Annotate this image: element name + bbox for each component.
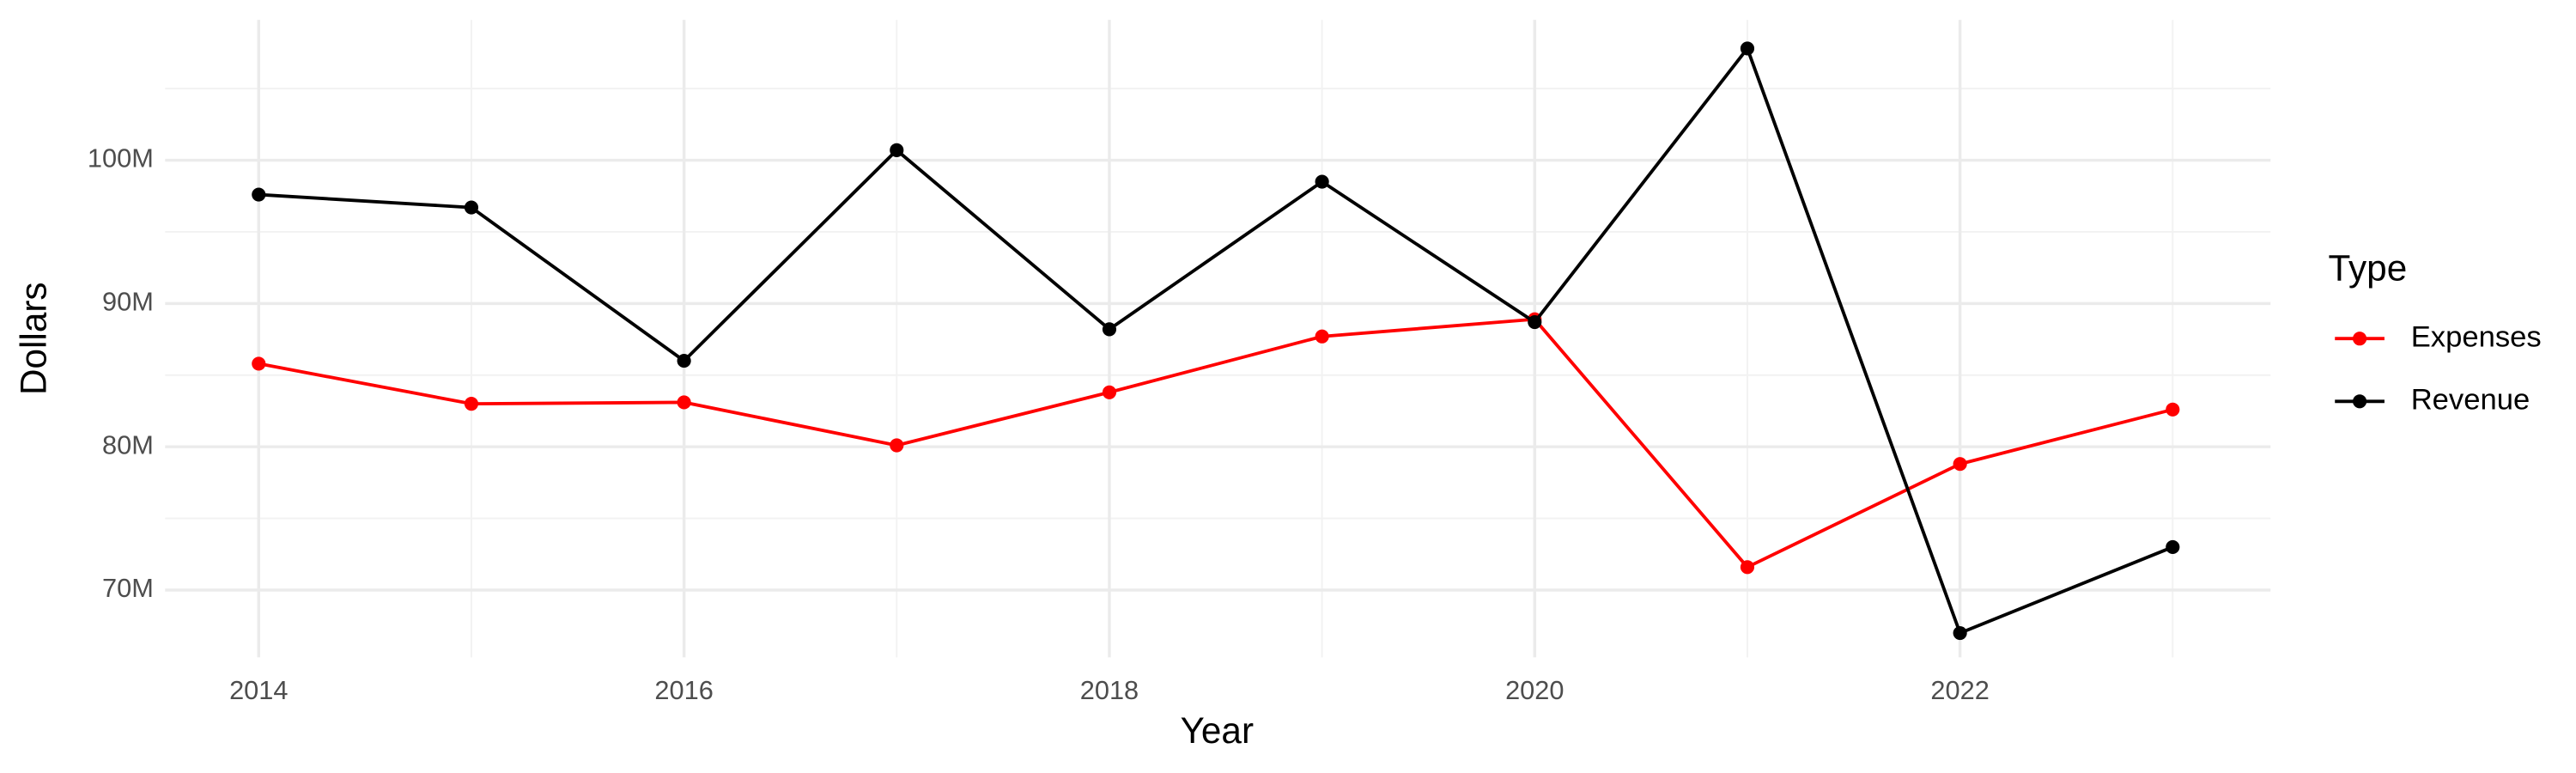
legend-point	[2353, 332, 2367, 346]
data-point	[1102, 322, 1117, 337]
data-point	[1102, 385, 1117, 399]
data-point	[1953, 457, 1967, 472]
data-point	[890, 438, 904, 453]
y-tick-label: 70M	[102, 573, 154, 603]
grid	[165, 20, 2271, 658]
data-point	[2166, 402, 2180, 417]
x-tick-label: 2020	[1505, 675, 1564, 705]
series-line	[258, 45, 2174, 636]
x-tick-label: 2014	[229, 675, 288, 705]
data-point	[464, 200, 479, 215]
data-point	[1315, 329, 1329, 344]
y-tick-label: 80M	[102, 429, 154, 460]
y-tick-label: 90M	[102, 286, 154, 316]
x-tick-label: 2016	[654, 675, 713, 705]
data-point	[252, 356, 266, 371]
data-point	[1528, 314, 1542, 330]
data-point	[464, 397, 479, 411]
legend-point	[2353, 394, 2367, 409]
data-point	[252, 187, 266, 202]
data-point	[1315, 174, 1329, 189]
data-point	[1953, 625, 1967, 641]
data-point	[2166, 539, 2180, 555]
x-tick-label: 2018	[1080, 675, 1139, 705]
y-tick-label: 100M	[88, 143, 154, 173]
data-point	[1740, 41, 1755, 56]
x-axis-title: Year	[1181, 710, 1254, 751]
series-line	[258, 317, 2173, 569]
legend-label: Revenue	[2411, 383, 2530, 416]
data-point	[677, 395, 691, 410]
data-point	[677, 354, 691, 368]
data-point	[890, 143, 904, 157]
x-tick-label: 2022	[1930, 675, 1989, 705]
legend-label: Expenses	[2411, 320, 2542, 353]
legend-title: Type	[2329, 248, 2408, 289]
data-point	[1740, 560, 1755, 575]
y-axis-title: Dollars	[13, 282, 53, 395]
